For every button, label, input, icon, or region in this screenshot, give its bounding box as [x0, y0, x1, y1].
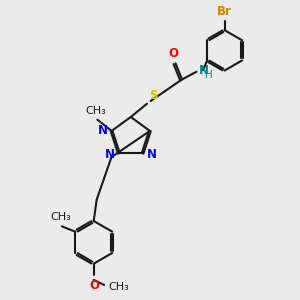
Text: N: N — [98, 124, 108, 137]
Text: N: N — [105, 148, 115, 160]
Text: CH₃: CH₃ — [50, 212, 71, 223]
Text: O: O — [169, 47, 179, 60]
Text: H: H — [205, 70, 213, 80]
Text: Br: Br — [217, 5, 232, 18]
Text: N: N — [146, 148, 156, 161]
Text: N: N — [199, 64, 209, 77]
Text: CH₃: CH₃ — [86, 106, 106, 116]
Text: O: O — [89, 279, 99, 292]
Text: S: S — [149, 88, 158, 102]
Text: CH₃: CH₃ — [109, 282, 129, 292]
